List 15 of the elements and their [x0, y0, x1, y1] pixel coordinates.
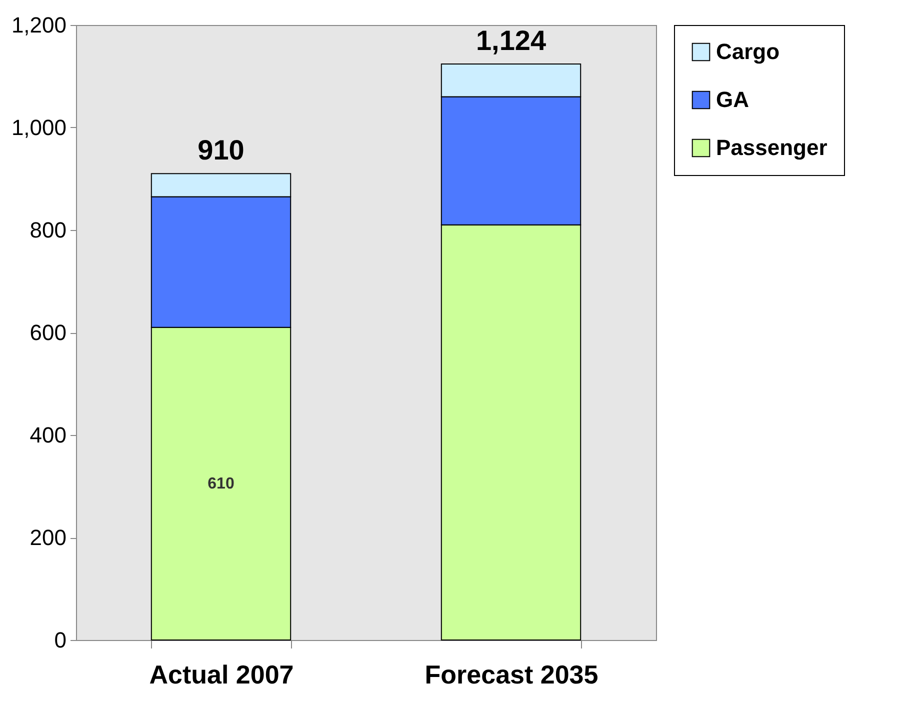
y-tick-label: 600	[30, 320, 66, 345]
y-tick-label: 800	[30, 218, 66, 242]
y-tick-label: 1,000	[11, 115, 66, 140]
data-label: 610	[208, 476, 234, 493]
y-tick-label: 0	[54, 628, 66, 652]
x-tick-label: Forecast 2035	[424, 660, 598, 690]
total-label: 910	[198, 134, 244, 166]
y-tick-label: 200	[30, 525, 66, 550]
total-label: 1,124	[476, 24, 546, 56]
legend-label: Cargo	[716, 39, 780, 64]
legend-label: Passenger	[716, 135, 828, 160]
y-tick-label: 1,200	[11, 12, 66, 38]
x-tick-label: Actual 2007	[149, 660, 294, 690]
y-tick-label: 400	[30, 422, 66, 448]
legend-label: GA	[716, 87, 750, 112]
